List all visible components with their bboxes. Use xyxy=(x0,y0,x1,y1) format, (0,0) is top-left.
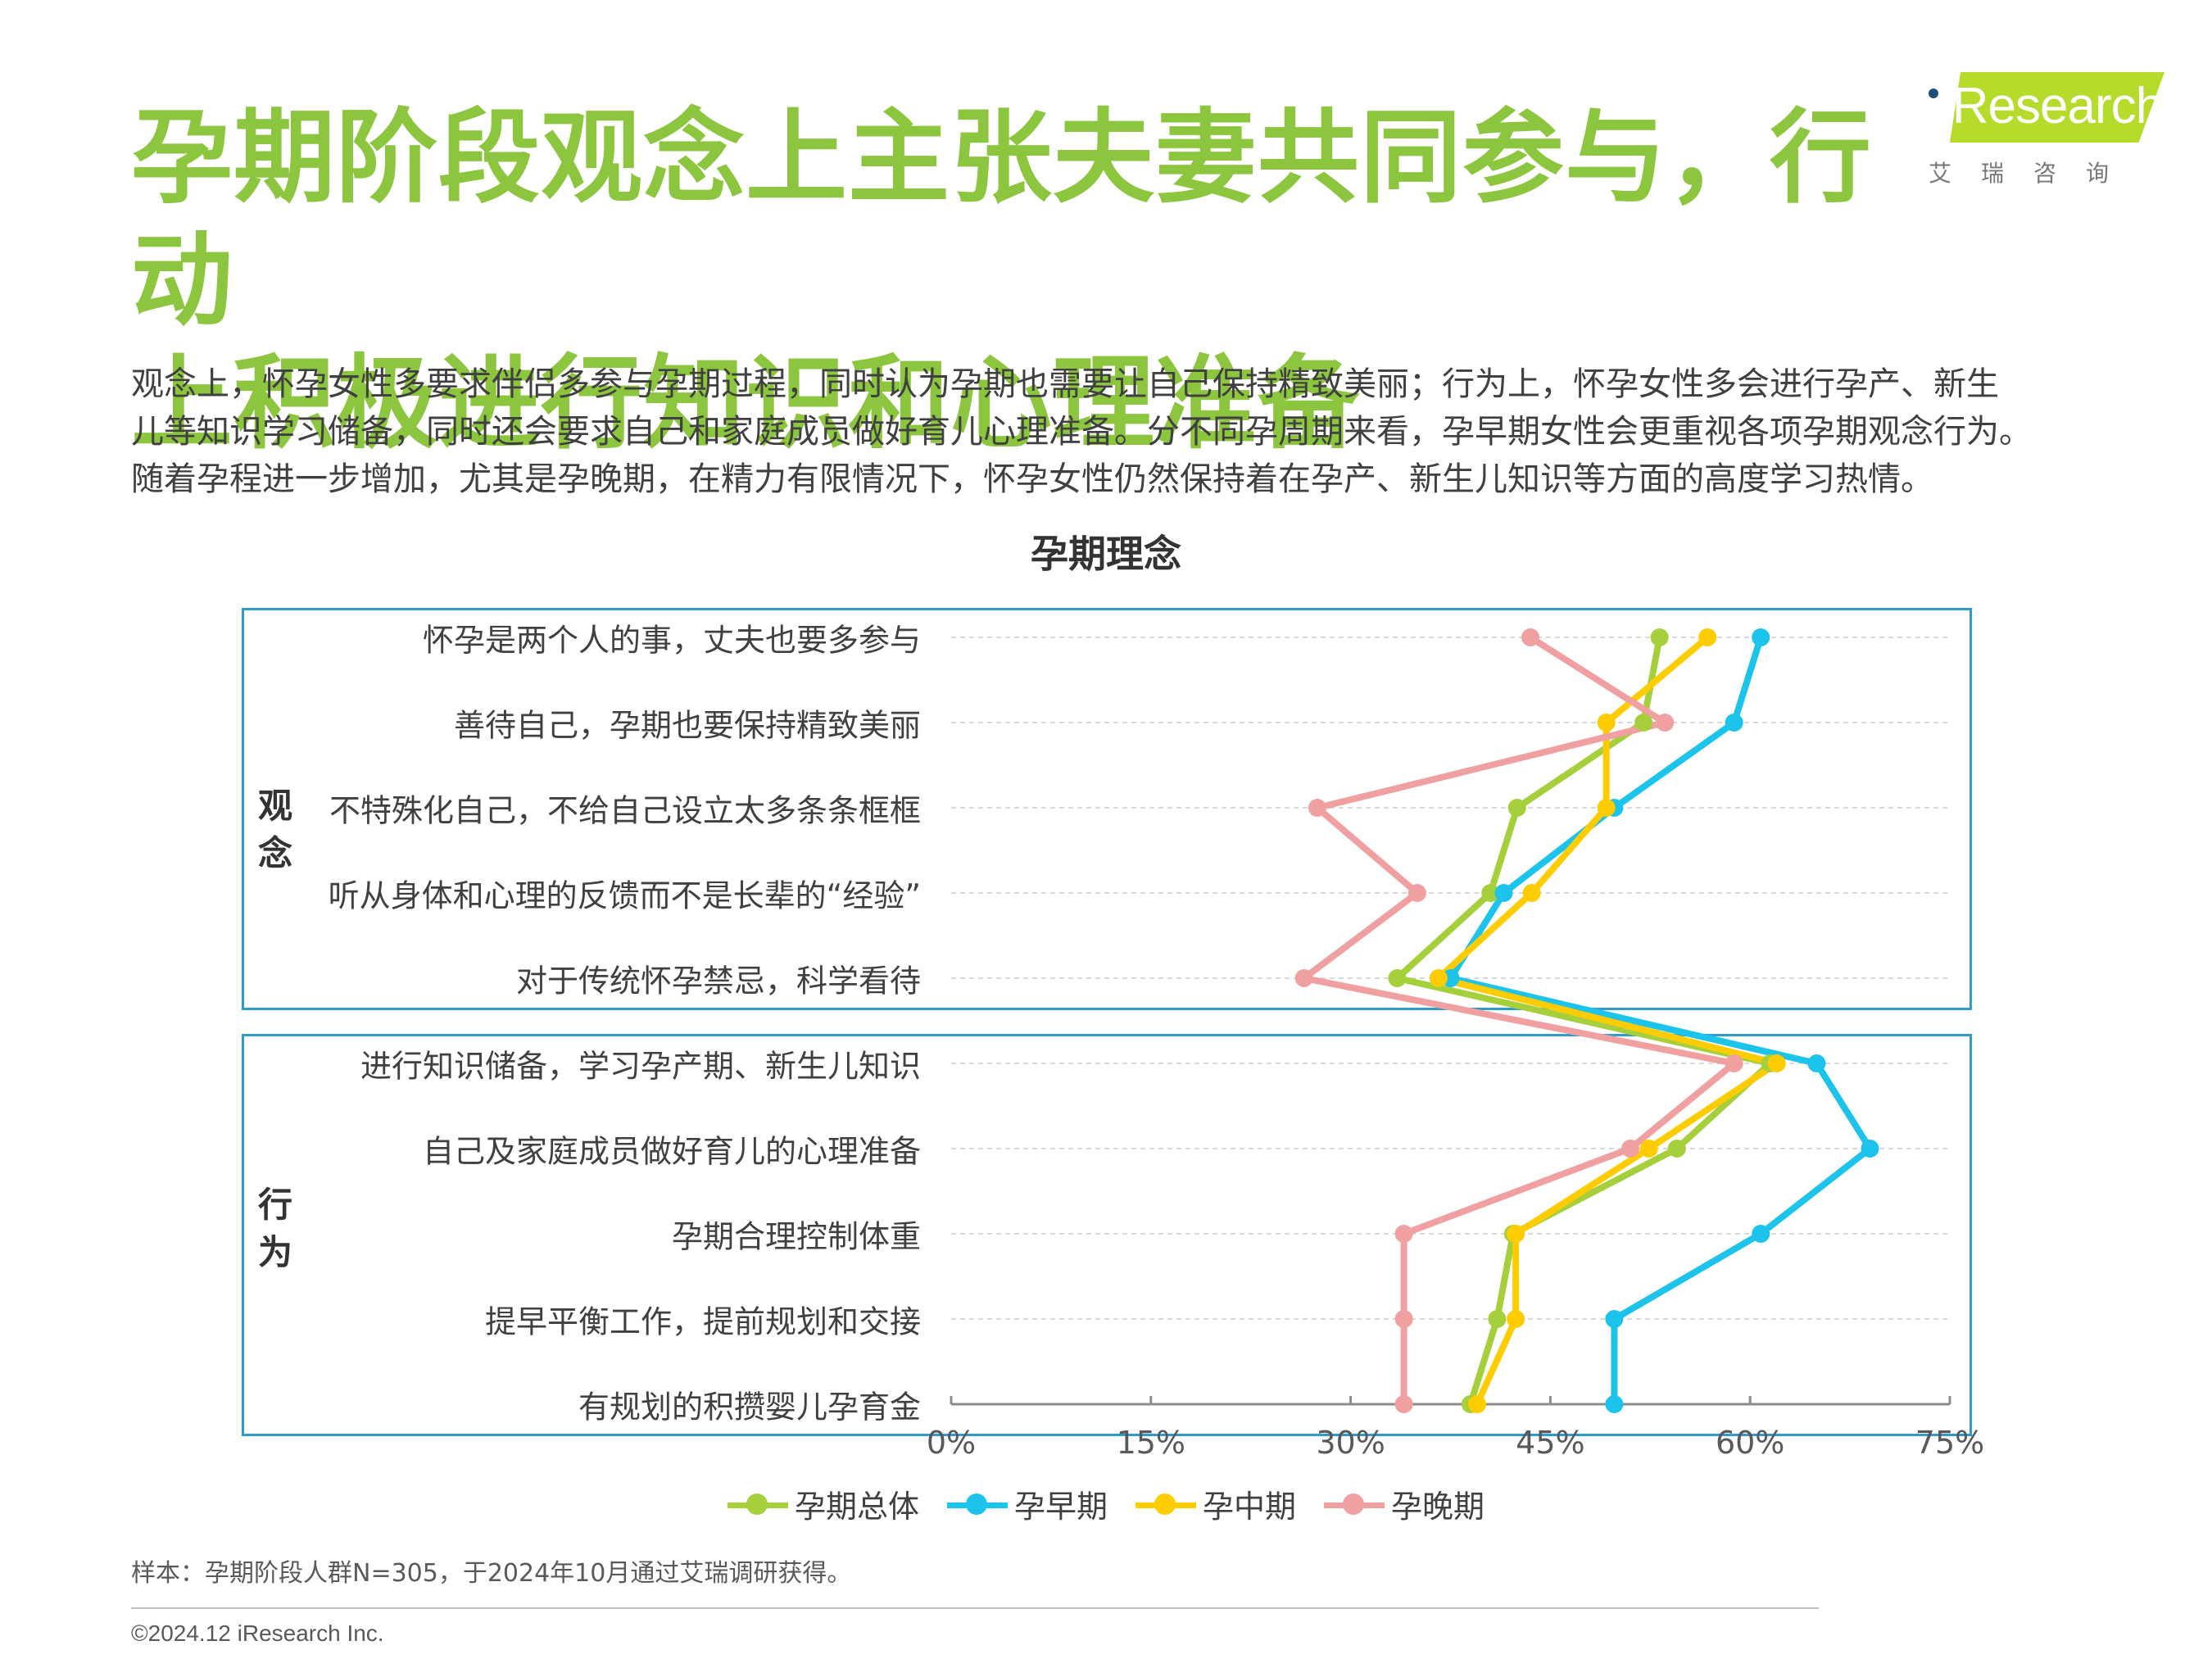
legend-item: 孕早期 xyxy=(946,1481,1108,1526)
group-box-concept xyxy=(242,608,1972,1010)
data-point xyxy=(1639,1140,1658,1158)
data-point xyxy=(1507,1310,1525,1328)
data-point xyxy=(1388,969,1407,987)
data-point xyxy=(1605,1310,1624,1328)
data-point xyxy=(1634,714,1653,732)
description: 观念上，怀孕女性多要求伴侣多参与孕期过程，同时认为孕期也需要让自己保持精致美丽；… xyxy=(131,360,2114,503)
line-chart: 0% 15% 30% 45% 60% 75% xyxy=(927,628,1984,1461)
data-point xyxy=(1494,884,1513,902)
logo-subtitle: 艾瑞咨询 xyxy=(1929,160,2139,187)
series-line xyxy=(1447,634,1874,1407)
category-label: 听从身体和心理的反馈而不是长辈的“经验” xyxy=(328,877,921,914)
data-point xyxy=(1522,884,1541,902)
data-point xyxy=(1605,1395,1624,1413)
data-point xyxy=(1752,1225,1770,1243)
category-label: 提早平衡工作，提前规划和交接 xyxy=(484,1303,921,1340)
description-line: 儿等知识学习储备，同时还会要求自己和家庭成员做好育儿心理准备。分不同孕周期来看，… xyxy=(131,413,2032,451)
legend-swatch xyxy=(727,1492,788,1516)
legend: 孕期总体 孕早期 孕中期 孕晚期 xyxy=(0,1481,2212,1526)
data-point xyxy=(1667,1140,1686,1158)
data-point xyxy=(1767,1054,1786,1072)
series-line xyxy=(1300,634,1738,1407)
legend-item: 孕期总体 xyxy=(727,1481,919,1526)
data-point xyxy=(1698,628,1717,646)
data-point xyxy=(1507,799,1526,817)
x-tick-label: 0% xyxy=(927,1425,976,1461)
data-point xyxy=(1468,1395,1487,1413)
x-tick-label: 75% xyxy=(1915,1425,1984,1461)
group-label-concept: 观念 xyxy=(257,786,292,873)
logo-text: iResearch xyxy=(1942,78,2164,134)
data-point xyxy=(1294,969,1313,987)
x-tick-label: 60% xyxy=(1716,1425,1784,1461)
legend-swatch xyxy=(946,1492,1008,1516)
data-point xyxy=(1597,714,1616,732)
data-point xyxy=(1488,1310,1507,1328)
data-point xyxy=(1725,1054,1743,1072)
x-tick-label: 45% xyxy=(1516,1425,1584,1461)
data-point xyxy=(1507,1225,1525,1243)
group-label-behavior: 行为 xyxy=(257,1185,292,1272)
data-point xyxy=(1807,1054,1826,1072)
data-point xyxy=(1650,628,1669,646)
x-tick-label: 15% xyxy=(1117,1425,1185,1461)
page-title: 孕期阶段观念上主张夫妻共同参与，行动 上积极进行知识和心理准备 xyxy=(131,97,1901,465)
category-label: 不特殊化自己，不给自己设立太多条条框框 xyxy=(329,792,921,829)
data-point xyxy=(1597,799,1616,817)
legend-label: 孕中期 xyxy=(1203,1489,1297,1525)
legend-item: 孕中期 xyxy=(1135,1481,1296,1526)
category-label: 善待自己，孕期也要保持精致美丽 xyxy=(453,707,921,744)
data-point xyxy=(1394,1225,1413,1243)
data-point xyxy=(1394,1310,1413,1328)
category-label: 进行知识储备，学习孕产期、新生儿知识 xyxy=(360,1048,921,1085)
category-label: 自己及家庭成员做好育儿的心理准备 xyxy=(422,1133,921,1170)
series-line xyxy=(1435,634,1780,1407)
description-line: 随着孕程进一步增加，尤其是孕晚期，在精力有限情况下，怀孕女性仍然保持着在孕产、新… xyxy=(131,460,1933,498)
logo-dot xyxy=(1929,88,1938,98)
data-point xyxy=(1429,969,1448,987)
chart-title: 孕期理念 xyxy=(1031,532,1181,576)
data-point xyxy=(1861,1140,1879,1158)
description-line: 观念上，怀孕女性多要求伴侣多参与孕期过程，同时认为孕期也需要让自己保持精致美丽；… xyxy=(131,365,1999,403)
data-point xyxy=(1308,799,1326,817)
data-point xyxy=(1752,628,1770,646)
category-label: 对于传统怀孕禁忌，科学看待 xyxy=(515,963,921,999)
legend-swatch xyxy=(1324,1492,1385,1516)
legend-label: 孕早期 xyxy=(1013,1489,1108,1525)
logo-badge xyxy=(1950,72,2164,143)
copyright: ©2024.12 iResearch Inc. xyxy=(131,1620,384,1646)
footer-divider xyxy=(131,1607,1819,1609)
legend-item: 孕晚期 xyxy=(1324,1481,1484,1526)
x-tick-label: 30% xyxy=(1316,1425,1385,1461)
data-point xyxy=(1620,1140,1639,1158)
category-label: 孕期合理控制体重 xyxy=(671,1218,921,1255)
title-line-2: 上积极进行知识和心理准备 xyxy=(131,345,1361,463)
iresearch-logo: iResearch 艾瑞咨询 xyxy=(1925,72,2171,195)
legend-swatch xyxy=(1135,1492,1196,1516)
category-label: 怀孕是两个人的事，丈夫也要多参与 xyxy=(422,622,921,659)
data-point xyxy=(1407,884,1426,902)
data-point xyxy=(1521,628,1540,646)
group-box-behavior xyxy=(242,1034,1972,1436)
category-label: 有规划的积攒婴儿孕育金 xyxy=(578,1389,921,1426)
legend-label: 孕晚期 xyxy=(1391,1489,1485,1525)
legend-label: 孕期总体 xyxy=(794,1489,919,1525)
sample-note: 样本：孕期阶段人群N=305，于2024年10月通过艾瑞调研获得。 xyxy=(131,1559,852,1588)
data-point xyxy=(1725,714,1743,732)
data-point xyxy=(1656,714,1675,732)
data-point xyxy=(1394,1395,1413,1413)
title-line-1: 孕期阶段观念上主张夫妻共同参与，行动 xyxy=(131,99,1873,340)
series-line xyxy=(1394,634,1774,1407)
data-point xyxy=(1481,884,1500,902)
